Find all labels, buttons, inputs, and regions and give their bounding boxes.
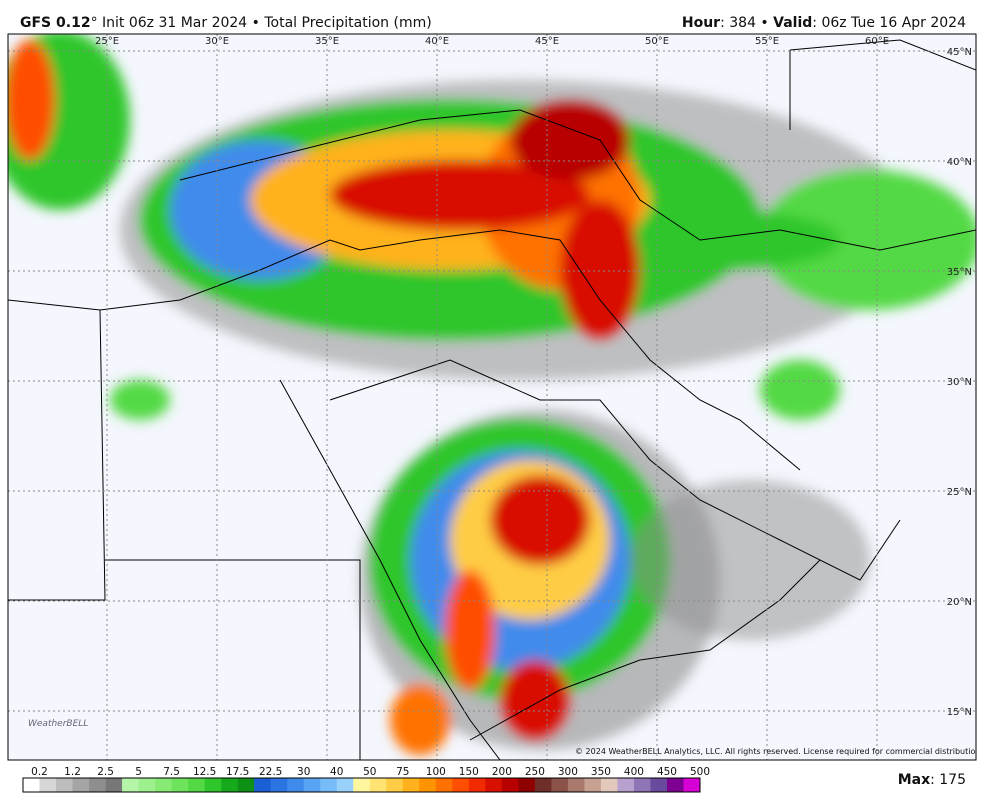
longitude-label: 40°E <box>425 36 449 47</box>
colorbar-swatch <box>534 778 552 792</box>
logo: WeatherBELL <box>28 719 88 729</box>
colorbar-swatch <box>237 778 255 792</box>
latitude-label: 20°N <box>947 597 972 608</box>
colorbar-swatch <box>336 778 354 792</box>
colorbar-swatch <box>353 778 371 792</box>
latitude-label: 35°N <box>947 267 972 278</box>
colorbar-label: 12.5 <box>193 766 216 778</box>
colorbar-swatch <box>287 778 305 792</box>
colorbar-swatch <box>584 778 602 792</box>
header-left: GFS 0.12° Init 06z 31 Mar 2024 • Total P… <box>20 15 432 31</box>
colorbar-label: 22.5 <box>259 766 282 778</box>
colorbar-swatch <box>617 778 635 792</box>
colorbar-swatch <box>452 778 470 792</box>
colorbar-swatch <box>221 778 238 792</box>
longitude-label: 55°E <box>755 36 779 47</box>
colorbar-swatch <box>56 778 73 792</box>
colorbar-swatch <box>650 778 668 792</box>
graticule <box>8 34 976 760</box>
colorbar-swatch <box>122 778 139 792</box>
colorbar-swatch <box>633 778 651 792</box>
longitude-label: 45°E <box>535 36 559 47</box>
colorbar: 0.2 1.2 2.5 5 7.5 12.5 17.5 22.5 30 40 50 75 100 150 2… <box>22 766 710 793</box>
colorbar-label: 0.2 <box>31 766 48 778</box>
max-key: Max <box>898 772 930 788</box>
colorbar-label: 5 <box>135 766 142 778</box>
colorbar-swatch <box>270 778 288 792</box>
colorbar-swatch <box>518 778 536 792</box>
colorbar-label: 250 <box>525 766 545 778</box>
hour-key: Hour <box>682 15 720 31</box>
colorbar-swatch <box>419 778 437 792</box>
colorbar-swatch <box>254 778 271 792</box>
header-right: Hour: 384 • Valid: 06z Tue 16 Apr 2024 <box>682 15 966 31</box>
map-frame <box>7 33 977 761</box>
valid-value: : 06z Tue 16 Apr 2024 <box>812 15 966 31</box>
colorbar-swatch <box>567 778 585 792</box>
latitude-label: 30°N <box>947 377 972 388</box>
colorbar-swatch <box>138 778 156 792</box>
colorbar-swatch <box>600 778 618 792</box>
colorbar-label: 200 <box>492 766 512 778</box>
copyright: © 2024 WeatherBELL Analytics, LLC. All r… <box>575 747 983 756</box>
map: © 2024 WeatherBELL Analytics, LLC. All r… <box>8 34 983 760</box>
borders <box>8 39 976 760</box>
colorbar-swatch <box>89 778 106 792</box>
colorbar-swatch <box>683 778 701 792</box>
colorbar-swatch <box>39 778 57 792</box>
colorbar-label: 100 <box>426 766 446 778</box>
colorbar-label: 450 <box>657 766 677 778</box>
colorbar-swatch <box>386 778 404 792</box>
colorbar-label: 75 <box>396 766 409 778</box>
colorbar-swatch <box>204 778 222 792</box>
longitude-label: 50°E <box>645 36 669 47</box>
colorbar-label: 2.5 <box>97 766 114 778</box>
colorbar-swatch <box>72 778 90 792</box>
colorbar-label: 500 <box>690 766 710 778</box>
colorbar-label: 7.5 <box>163 766 180 778</box>
latitude-label: 45°N <box>947 47 972 58</box>
colorbar-swatch <box>468 778 486 792</box>
colorbar-frame <box>22 777 701 793</box>
colorbar-swatch <box>501 778 519 792</box>
colorbar-label: 350 <box>591 766 611 778</box>
colorbar-swatch <box>435 778 453 792</box>
colorbar-swatch <box>155 778 172 792</box>
hour-value: : 384 • <box>720 15 773 31</box>
colorbar-swatch <box>369 778 387 792</box>
max: Max: 175 <box>898 772 966 788</box>
colorbar-swatch <box>23 778 40 792</box>
latitude-label: 25°N <box>947 487 972 498</box>
colorbar-label: 1.2 <box>64 766 81 778</box>
colorbar-swatch <box>105 778 123 792</box>
colorbar-swatch <box>171 778 189 792</box>
latitude-label: 40°N <box>947 157 972 168</box>
longitude-label: 30°E <box>205 36 229 47</box>
precip-field <box>8 34 976 755</box>
colorbar-label: 50 <box>363 766 376 778</box>
colorbar-swatch <box>303 778 321 792</box>
colorbar-label: 300 <box>558 766 578 778</box>
colorbar-label: 400 <box>624 766 644 778</box>
colorbar-swatch <box>666 778 684 792</box>
colorbar-label: 150 <box>459 766 479 778</box>
colorbar-label: 30 <box>297 766 310 778</box>
valid-key: Valid <box>773 15 812 31</box>
colorbar-swatch <box>551 778 569 792</box>
colorbar-label: 40 <box>330 766 343 778</box>
colorbar-swatch <box>320 778 338 792</box>
title: ° Init 06z 31 Mar 2024 • Total Precipita… <box>91 15 432 31</box>
colorbar-swatch <box>485 778 503 792</box>
longitude-label: 35°E <box>315 36 339 47</box>
colorbar-swatch <box>402 778 420 792</box>
model: GFS 0.12 <box>20 15 91 31</box>
longitude-label: 60°E <box>865 36 889 47</box>
max-value: : 175 <box>930 772 966 788</box>
longitude-label: 25°E <box>95 36 119 47</box>
colorbar-swatch <box>188 778 205 792</box>
latitude-label: 15°N <box>947 707 972 718</box>
colorbar-label: 17.5 <box>226 766 249 778</box>
